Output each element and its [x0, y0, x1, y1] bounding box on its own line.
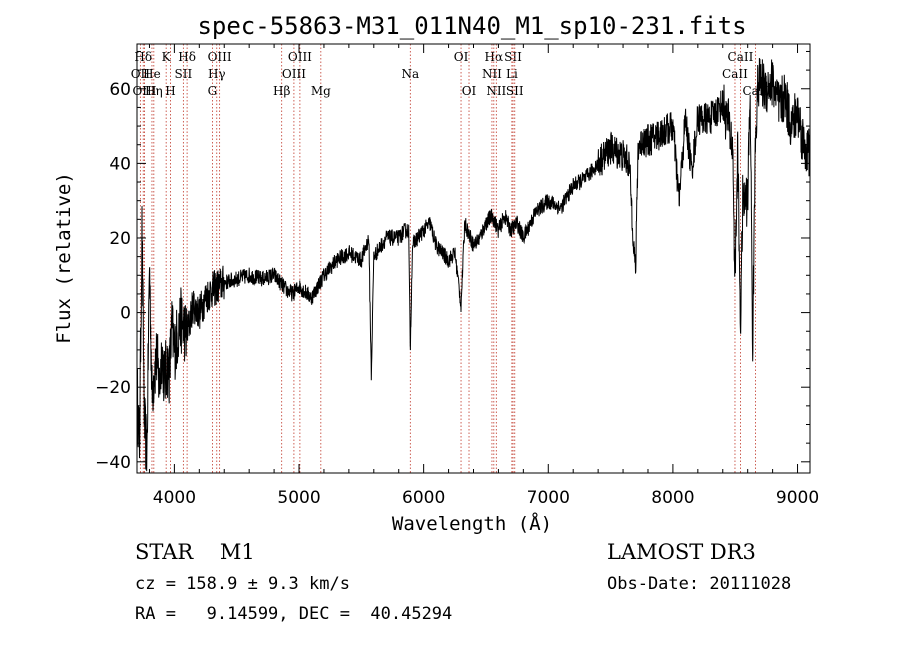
axes-layer: 4000 5000 6000 7000 8000 9000 −40 −20 0 20 40 60	[95, 44, 819, 508]
spectrum-trace	[136, 57, 811, 472]
redshift-label: cz = 158.9 ± 9.3 km/s	[135, 574, 350, 594]
spectral-line-label: SII	[504, 50, 522, 64]
spectral-line-label: Hγ	[208, 67, 226, 81]
spectral-line-label: Hδ	[178, 50, 196, 64]
x-tick-label: 9000	[776, 488, 819, 508]
x-tick-label: 8000	[651, 488, 694, 508]
y-tick-label: 20	[109, 229, 131, 249]
spectral-line-label: OII	[131, 67, 151, 81]
spectral-line-label: OI	[454, 50, 469, 64]
spectral-line-label: NII	[482, 67, 502, 81]
chart-title: spec-55863-M31_011N40_M1_sp10-231.fits	[197, 12, 746, 40]
spectral-line-label: H	[165, 84, 175, 98]
spectral-line-label: He	[143, 67, 161, 81]
spectral-line-label: G	[208, 84, 218, 98]
spectrum-layer	[136, 57, 811, 472]
spectral-line-label: OIII	[282, 67, 306, 81]
y-axis-title: Flux (relative)	[53, 172, 75, 344]
spectral-line-label: Hα	[485, 50, 504, 64]
spectral-line-label: Mg	[311, 84, 331, 98]
spectral-line-label: NII	[486, 84, 506, 98]
x-tick-label: 6000	[402, 488, 445, 508]
spectral-line-label: Hβ	[273, 84, 290, 98]
y-tick-label: 60	[109, 80, 131, 100]
spectral-line-label: CaII	[728, 50, 754, 64]
spectral-line-label: Hδ	[134, 50, 152, 64]
obs-date-label: Obs-Date: 20111028	[607, 574, 792, 594]
x-tick-label: 5000	[277, 488, 320, 508]
spectral-line-label: OIII	[132, 84, 156, 98]
y-tick-label: 0	[120, 304, 131, 324]
x-tick-label: 4000	[153, 488, 196, 508]
spectral-line-label: Na	[401, 67, 419, 81]
x-tick-label: 7000	[527, 488, 570, 508]
x-axis-title: Wavelength (Å)	[392, 512, 552, 535]
spectral-line-label: OIII	[208, 50, 232, 64]
coords-label: RA = 9.14599, DEC = 40.45294	[135, 604, 453, 624]
y-tick-label: −20	[95, 378, 131, 398]
spectral-line-label: SII	[506, 84, 524, 98]
spectral-line-label: K	[162, 50, 172, 64]
spectral-line-label: Hη	[145, 84, 163, 98]
spectral-line-label: SII	[175, 67, 193, 81]
spectral-line-label: OI	[462, 84, 477, 98]
spectral-line-label: OIII	[288, 50, 312, 64]
y-tick-label: 40	[109, 154, 131, 174]
spectral-line-label: CaII	[722, 67, 748, 81]
survey-label: LAMOST DR3	[607, 540, 756, 564]
object-label: STAR M1	[135, 540, 255, 564]
y-tick-label: −40	[95, 453, 131, 473]
spectral-line-label: Li	[506, 67, 518, 81]
